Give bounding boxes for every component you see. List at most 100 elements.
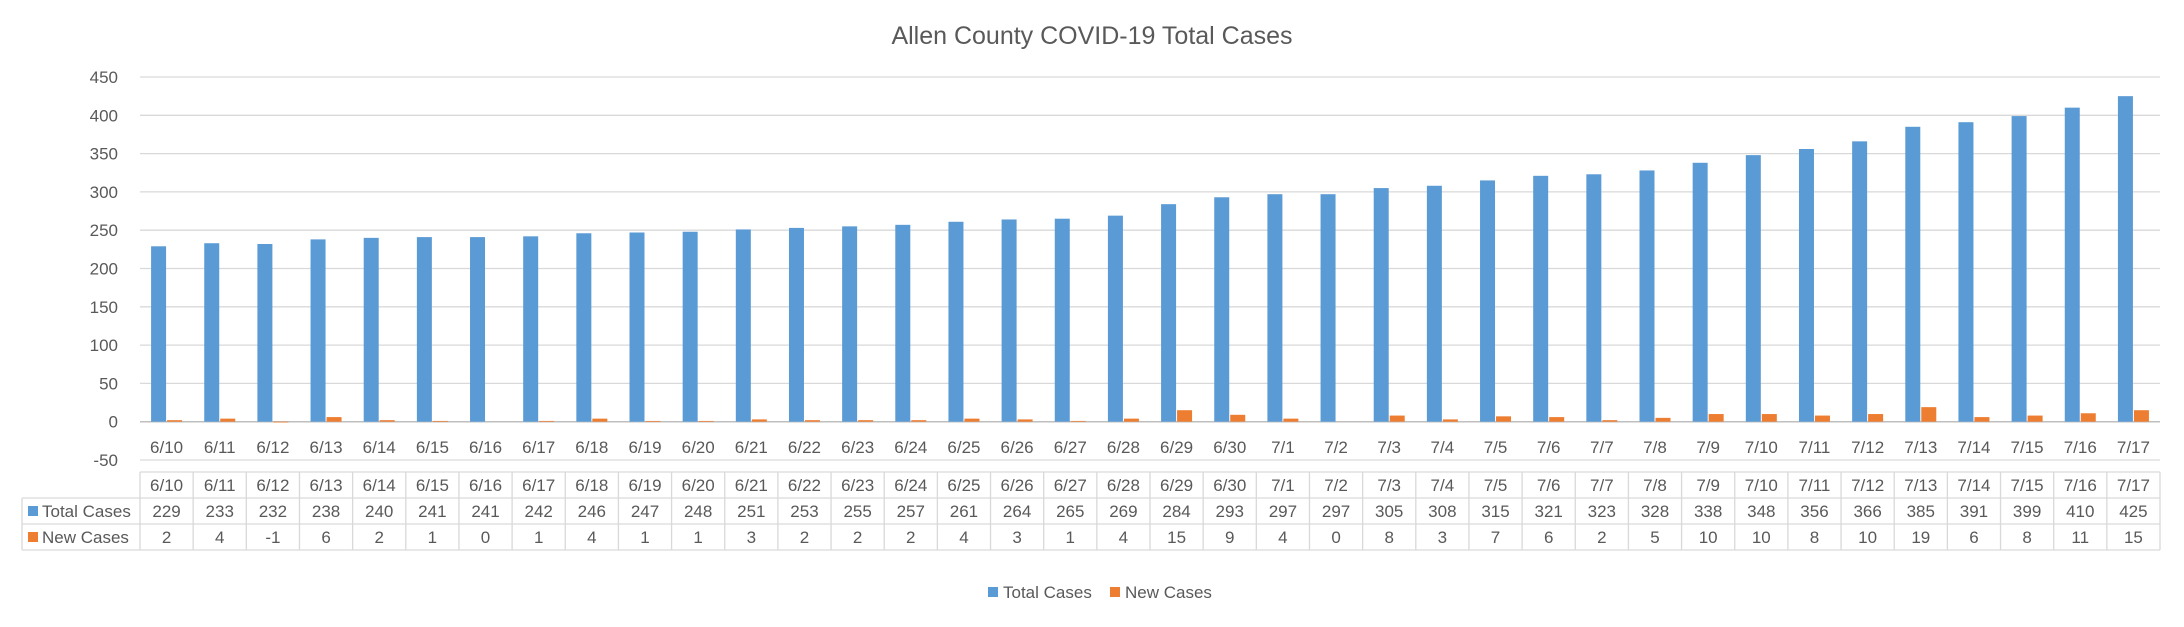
table-value-cell: 248 (684, 502, 712, 521)
table-value-cell: 264 (1003, 502, 1031, 521)
total-cases-bar (1107, 215, 1123, 422)
x-tick-label: 6/17 (522, 438, 555, 457)
new-cases-bar (698, 420, 714, 422)
table-value-cell: 11 (2071, 528, 2089, 547)
table-value-cell: 293 (1216, 502, 1244, 521)
new-cases-bar (1283, 418, 1299, 422)
table-header-cell: 6/10 (150, 476, 183, 495)
total-cases-bar (735, 229, 751, 422)
total-cases-bar (1320, 194, 1336, 422)
table-header-cell: 7/14 (1957, 476, 1990, 495)
table-header-cell: 7/1 (1271, 476, 1295, 495)
x-tick-label: 6/29 (1160, 438, 1193, 457)
bars (151, 96, 2149, 423)
y-tick-label: 0 (109, 413, 118, 432)
x-tick-label: 7/2 (1324, 438, 1348, 457)
x-tick-label: 6/25 (947, 438, 980, 457)
table-value-cell: 4 (959, 528, 968, 547)
new-cases-bar (1389, 415, 1405, 422)
table-header-cell: 6/13 (310, 476, 343, 495)
table-value-cell: 366 (1853, 502, 1881, 521)
table-value-cell: 1 (1066, 528, 1075, 547)
table-header-cell: 6/18 (575, 476, 608, 495)
total-cases-bar (1533, 175, 1549, 422)
x-tick-label: 6/23 (841, 438, 874, 457)
total-cases-bar (1798, 149, 1814, 422)
table-header-cell: 6/23 (841, 476, 874, 495)
y-tick-label: 350 (90, 145, 118, 164)
table-header-cell: 7/5 (1484, 476, 1508, 495)
table-header-cell: 6/22 (788, 476, 821, 495)
table-value-cell: 3 (747, 528, 756, 547)
table-header-cell: 7/12 (1851, 476, 1884, 495)
table-value-cell: 410 (2066, 502, 2094, 521)
y-tick-label: 400 (90, 106, 118, 125)
total-cases-bar (1958, 122, 1974, 422)
table-value-cell: 251 (737, 502, 765, 521)
new-cases-bar (1496, 416, 1512, 422)
table-header-cell: 6/20 (682, 476, 715, 495)
table-header-cell: 6/25 (947, 476, 980, 495)
x-tick-label: 7/12 (1851, 438, 1884, 457)
total-cases-bar (151, 246, 167, 422)
new-cases-bar (1442, 419, 1458, 422)
table-value-cell: 19 (1911, 528, 1930, 547)
table-value-cell: 321 (1534, 502, 1562, 521)
table-value-cell: 8 (2022, 528, 2031, 547)
table-value-cell: 15 (1167, 528, 1186, 547)
x-tick-label: 6/19 (628, 438, 661, 457)
new-cases-bar (645, 420, 661, 422)
new-cases-bar (167, 420, 183, 422)
table-header-cell: 7/7 (1590, 476, 1614, 495)
x-tick-label: 6/18 (575, 438, 608, 457)
x-tick-label: 6/12 (256, 438, 289, 457)
x-tick-label: 7/13 (1904, 438, 1937, 457)
x-tick-label: 7/8 (1643, 438, 1667, 457)
table-value-cell: 0 (1331, 528, 1340, 547)
table-row-label: New Cases (42, 528, 129, 547)
new-cases-bar (592, 418, 608, 422)
total-cases-bar (363, 237, 379, 422)
y-tick-label: 50 (99, 374, 118, 393)
total-cases-bar (895, 224, 911, 422)
total-cases-bar (2064, 107, 2080, 422)
total-cases-bar (576, 233, 592, 422)
total-cases-bar (948, 221, 964, 422)
table-header-cell: 6/12 (256, 476, 289, 495)
table-header-cell: 7/2 (1324, 476, 1348, 495)
x-tick-label: 7/3 (1377, 438, 1401, 457)
x-tick-label: 7/15 (2011, 438, 2044, 457)
table-header-cell: 6/29 (1160, 476, 1193, 495)
total-cases-bar (1426, 185, 1442, 422)
table-value-cell: 8 (1810, 528, 1819, 547)
table-value-cell: 10 (1752, 528, 1771, 547)
x-tick-label: 7/10 (1745, 438, 1778, 457)
table-value-cell: 241 (471, 502, 499, 521)
table-header-cell: 6/26 (1001, 476, 1034, 495)
x-tick-label: 6/14 (363, 438, 396, 457)
x-tick-label: 6/22 (788, 438, 821, 457)
x-tick-label: 6/16 (469, 438, 502, 457)
table-value-cell: 6 (321, 528, 330, 547)
table-value-cell: 232 (259, 502, 287, 521)
legend-new-cases-swatch (1110, 587, 1120, 597)
new-cases-bar (911, 420, 927, 422)
total-cases-bar (1586, 174, 1602, 422)
table-value-cell: 238 (312, 502, 340, 521)
table-header-cell: 6/30 (1213, 476, 1246, 495)
table-header-cell: 7/3 (1377, 476, 1401, 495)
table-value-cell: 229 (152, 502, 180, 521)
table-value-cell: 241 (418, 502, 446, 521)
total-cases-bar (1214, 197, 1230, 422)
x-tick-label: 6/27 (1054, 438, 1087, 457)
new-cases-bar (220, 418, 236, 422)
new-cases-bar (1177, 410, 1193, 422)
x-tick-label: 6/30 (1213, 438, 1246, 457)
total-cases-bar (1852, 141, 1868, 422)
table-value-cell: 265 (1056, 502, 1084, 521)
table-value-cell: 6 (1544, 528, 1553, 547)
new-cases-bar (858, 420, 874, 422)
total-cases-bar (1745, 155, 1761, 422)
table-value-cell: 5 (1650, 528, 1659, 547)
table-key-new-cases (28, 532, 38, 542)
